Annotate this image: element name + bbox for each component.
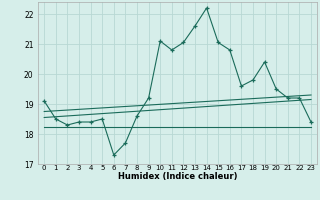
X-axis label: Humidex (Indice chaleur): Humidex (Indice chaleur) xyxy=(118,172,237,181)
